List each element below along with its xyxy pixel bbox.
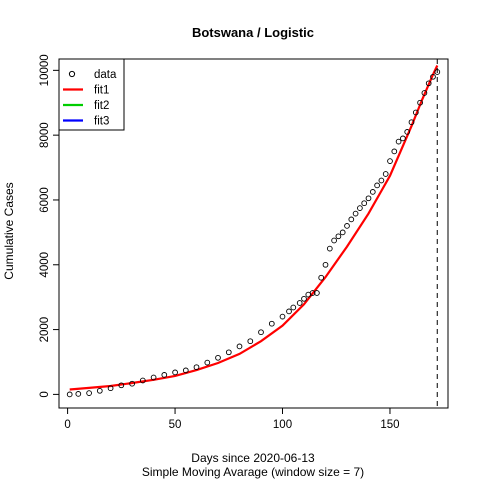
data-point bbox=[430, 73, 436, 80]
data-point bbox=[387, 158, 393, 164]
data-point bbox=[318, 274, 325, 281]
data-point bbox=[412, 109, 419, 116]
legend-label-fit2: fit2 bbox=[94, 100, 109, 112]
data-point bbox=[357, 205, 363, 211]
data-point bbox=[215, 354, 221, 361]
legend-symbol-data bbox=[68, 70, 76, 78]
data-point bbox=[374, 182, 380, 189]
x-axis-label: Days since 2020-06-13 bbox=[191, 451, 315, 465]
data-point bbox=[150, 374, 157, 381]
y-tick-label: 6000 bbox=[39, 187, 51, 213]
data-point bbox=[365, 195, 372, 202]
fit-lines bbox=[69, 65, 439, 391]
data-point bbox=[331, 237, 337, 244]
data-point bbox=[193, 364, 200, 371]
data-point bbox=[348, 216, 355, 223]
data-point bbox=[339, 229, 346, 236]
legend-box bbox=[58, 58, 125, 131]
data-point bbox=[96, 387, 103, 394]
y-tick-label: 2000 bbox=[39, 317, 51, 343]
legend: data fit1 fit2 fit3 bbox=[58, 58, 125, 131]
data-point bbox=[404, 129, 411, 135]
data-point bbox=[301, 295, 307, 302]
data-point bbox=[204, 359, 211, 366]
y-tick-label: 0 bbox=[39, 391, 51, 397]
legend-label-data: data bbox=[94, 69, 117, 81]
data-point bbox=[118, 382, 125, 389]
data-point bbox=[382, 171, 389, 177]
data-point bbox=[326, 245, 333, 252]
fit1-line bbox=[69, 65, 439, 391]
data-point bbox=[322, 261, 329, 268]
data-point bbox=[75, 391, 82, 397]
data-point bbox=[139, 377, 146, 384]
y-tick-label: 10000 bbox=[39, 54, 51, 86]
data-point bbox=[400, 135, 406, 142]
data-point bbox=[247, 338, 254, 345]
legend-label-fit1: fit1 bbox=[94, 85, 109, 97]
legend-label-fit3: fit3 bbox=[94, 116, 109, 128]
y-tick-label: 8000 bbox=[39, 122, 51, 148]
data-point bbox=[314, 290, 320, 296]
x-tick-label: 100 bbox=[273, 419, 292, 431]
data-point bbox=[369, 189, 376, 195]
data-point bbox=[107, 385, 114, 392]
data-point bbox=[86, 390, 92, 396]
x-tick-label: 0 bbox=[64, 419, 70, 431]
data-point bbox=[408, 119, 415, 126]
data-point bbox=[391, 148, 398, 155]
data-point bbox=[290, 304, 297, 311]
data-point bbox=[395, 138, 402, 145]
y-axis-label: Cumulative Cases bbox=[2, 182, 16, 279]
data-point bbox=[66, 391, 73, 398]
data-point bbox=[182, 367, 189, 374]
data-point bbox=[172, 369, 178, 376]
data-point bbox=[425, 80, 432, 87]
data-point bbox=[417, 99, 423, 106]
data-point bbox=[296, 300, 303, 306]
y-tick-label: 4000 bbox=[39, 252, 51, 278]
data-point bbox=[279, 313, 286, 320]
x-tick-label: 50 bbox=[169, 419, 182, 431]
data-point bbox=[309, 290, 316, 296]
chart-title: Botswana / Logistic bbox=[192, 25, 314, 40]
data-points bbox=[66, 69, 441, 398]
data-point bbox=[344, 223, 350, 229]
data-point bbox=[286, 308, 292, 315]
y-axis: 0 2000 4000 6000 8000 10000 bbox=[39, 54, 59, 398]
data-point bbox=[352, 210, 359, 217]
data-point bbox=[268, 320, 275, 327]
plot-frame bbox=[58, 58, 449, 409]
data-point bbox=[236, 343, 243, 350]
x-axis-sublabel: Simple Moving Avarage (window size = 7) bbox=[142, 465, 364, 479]
x-axis: 0 50 100 150 bbox=[64, 408, 400, 431]
data-point bbox=[335, 233, 342, 240]
data-point bbox=[421, 90, 428, 96]
data-point bbox=[225, 349, 232, 356]
data-point bbox=[378, 177, 385, 184]
data-point bbox=[129, 380, 135, 387]
data-point bbox=[361, 200, 368, 207]
x-tick-label: 150 bbox=[380, 419, 399, 431]
data-point bbox=[161, 372, 168, 378]
data-point bbox=[258, 329, 264, 336]
